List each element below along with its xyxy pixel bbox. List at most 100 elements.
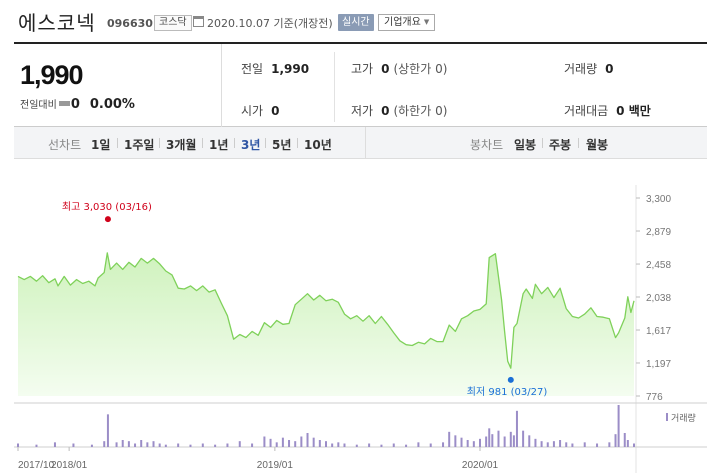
volume-legend-label: 거래량 xyxy=(671,412,696,424)
high-value: 0 xyxy=(381,62,390,76)
volume-bar xyxy=(515,410,518,447)
reference-date: 2020.10.07 기준(개장전) xyxy=(207,17,333,30)
volume-bar xyxy=(106,414,109,447)
volume-bar xyxy=(380,444,383,447)
volume-bar xyxy=(103,441,106,447)
volume-bar xyxy=(479,438,481,447)
period-1d[interactable]: 1일 xyxy=(91,138,111,152)
open-label: 시가 xyxy=(241,104,264,118)
volume-bar xyxy=(201,443,204,447)
volume-bar xyxy=(442,442,445,447)
separator xyxy=(234,138,235,148)
volume-bar xyxy=(164,444,167,447)
volume-bar xyxy=(121,440,124,447)
volume-bar xyxy=(491,434,494,447)
y-tick-label: 2,038 xyxy=(646,293,671,304)
volume-bar xyxy=(528,435,531,447)
volume-value: 0 xyxy=(605,62,614,76)
volume-bar xyxy=(448,431,451,447)
volume-bar xyxy=(53,442,56,447)
volume-bar xyxy=(546,442,549,447)
volume-bar xyxy=(583,442,586,447)
y-tick-label: 776 xyxy=(646,392,663,403)
company-overview-button[interactable]: 기업개요 ▼ xyxy=(378,14,436,31)
volume-bar xyxy=(226,443,229,447)
volume-bar xyxy=(343,443,346,447)
low-label: 저가 xyxy=(351,104,374,118)
open-cell: 시가 0 xyxy=(241,102,279,119)
period-10y[interactable]: 10년 xyxy=(304,138,332,152)
volume-bar xyxy=(189,444,192,447)
candle-weekly[interactable]: 주봉 xyxy=(549,138,572,152)
amount-label: 거래대금 xyxy=(564,104,609,118)
prev-close-label: 전일 xyxy=(241,62,264,76)
volume-bar xyxy=(306,433,309,447)
x-tick-label: 2017/10 xyxy=(18,460,55,471)
low-cell: 저가 0 (하한가 0) xyxy=(351,102,447,119)
volume-bar xyxy=(509,431,512,447)
stock-header: 에스코넥 096630 코스닥 2020.10.07 기준(개장전) 실시간 기… xyxy=(0,0,707,42)
y-tick-label: 1,197 xyxy=(646,359,671,370)
separator xyxy=(117,138,118,148)
period-3m[interactable]: 3개월 xyxy=(166,138,197,152)
line-chart-label: 선차트 xyxy=(48,138,82,152)
current-price-box: 1,990 전일대비 0 0.00% xyxy=(14,44,222,127)
volume-bar xyxy=(488,428,491,447)
period-3y[interactable]: 3년 xyxy=(241,138,261,152)
volume-bar xyxy=(633,443,635,447)
volume-bar xyxy=(617,405,620,447)
period-1y[interactable]: 1년 xyxy=(209,138,229,152)
upper-limit: (상한가 0) xyxy=(393,62,448,76)
volume-bar xyxy=(368,443,371,447)
volume-bar xyxy=(565,442,568,447)
high-marker xyxy=(104,216,111,223)
volume-legend-swatch xyxy=(666,413,668,421)
volume-bar xyxy=(559,440,562,447)
volume-bar xyxy=(127,441,130,447)
volume-bar xyxy=(405,444,408,447)
price-line xyxy=(17,252,635,369)
low-value: 0 xyxy=(381,104,390,118)
volume-bar xyxy=(140,440,143,447)
volume-bar xyxy=(35,444,38,447)
y-tick-label: 1,617 xyxy=(646,326,671,337)
caret-down-icon: ▼ xyxy=(423,18,430,26)
realtime-button[interactable]: 실시간 xyxy=(338,14,374,31)
separator xyxy=(159,138,160,148)
volume-bar xyxy=(623,433,626,447)
candle-monthly[interactable]: 월봉 xyxy=(586,138,609,152)
separator xyxy=(578,138,579,148)
price-chart-svg: 3,300 2,879 2,458 2,038 1,617 1,197 776 최고 3,03… xyxy=(14,185,707,473)
separator xyxy=(542,138,543,148)
volume-bar xyxy=(263,436,266,447)
low-annotation: 최저 981 (03/27) xyxy=(467,386,548,398)
volume-bar xyxy=(429,443,432,447)
volume-bar xyxy=(214,444,217,447)
volume-bar xyxy=(275,442,278,447)
amount-value: 0 백만 xyxy=(616,104,651,118)
divider xyxy=(365,127,366,159)
y-tick-label: 3,300 xyxy=(646,194,671,205)
volume-bar xyxy=(466,440,469,447)
change-percent: 0.00% xyxy=(89,97,135,112)
volume-bar xyxy=(72,443,75,447)
period-1w[interactable]: 1주일 xyxy=(124,138,155,152)
volume-bar xyxy=(552,441,555,447)
x-tick-label: 2018/01 xyxy=(51,460,88,471)
volume-bar xyxy=(512,435,515,447)
y-tick-label: 2,879 xyxy=(646,227,671,238)
stock-name: 에스코넥 xyxy=(18,11,96,35)
volume-bar xyxy=(17,443,19,447)
period-5y[interactable]: 5년 xyxy=(272,138,292,152)
prev-close-cell: 전일 1,990 xyxy=(241,60,309,77)
volume-bar xyxy=(534,438,537,447)
candle-daily[interactable]: 일봉 xyxy=(514,138,537,152)
volume-bar xyxy=(614,434,617,447)
volume-bar xyxy=(503,436,506,447)
x-tick-label: 2019/01 xyxy=(257,460,294,471)
volume-cell: 거래량 0 xyxy=(564,60,613,77)
company-overview-label: 기업개요 xyxy=(384,17,421,28)
volume-bar xyxy=(485,436,488,447)
current-price: 1,990 xyxy=(20,60,84,90)
y-tick-label: 2,458 xyxy=(646,260,671,271)
